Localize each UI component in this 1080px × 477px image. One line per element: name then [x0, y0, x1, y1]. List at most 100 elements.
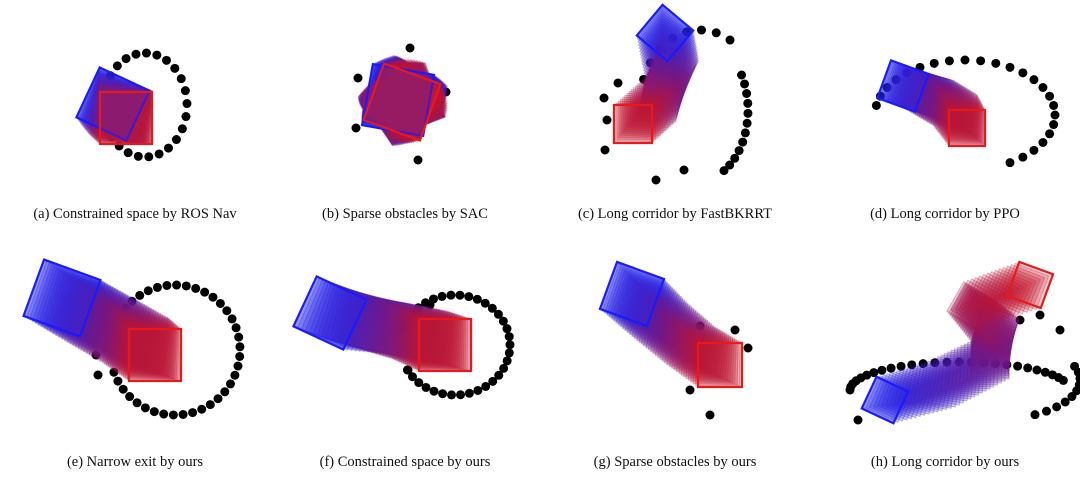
robot-pose: [358, 58, 446, 146]
obstacle: [1030, 410, 1040, 420]
robot-pose: [94, 86, 153, 145]
robot-pose: [666, 320, 718, 373]
obstacle: [685, 385, 695, 395]
robot-pose: [968, 303, 1019, 354]
robot-pose: [936, 354, 980, 398]
goal-pose: [417, 317, 473, 373]
robot-pose: [320, 284, 390, 354]
obstacle: [220, 387, 230, 397]
obstacle: [233, 361, 243, 371]
obstacle: [172, 280, 182, 290]
robot-pose: [360, 61, 444, 145]
robot-pose: [638, 72, 686, 120]
robot-pose: [93, 85, 153, 145]
obstacle: [639, 74, 649, 84]
obstacle: [730, 325, 740, 335]
robot-pose: [400, 310, 457, 367]
robot-pose: [643, 50, 696, 103]
obstacle: [208, 292, 218, 302]
obstacle: [235, 351, 245, 361]
robot-pose: [946, 106, 985, 145]
obstacle: [1002, 360, 1012, 370]
robot-pose: [636, 6, 695, 65]
robot-pose: [932, 356, 977, 400]
robot-pose: [997, 264, 1046, 312]
robot-pose: [46, 273, 122, 348]
robot-pose: [964, 299, 1015, 350]
obstacle: [447, 390, 457, 400]
obstacle: [738, 137, 748, 147]
start-pose: [598, 260, 666, 328]
obstacle: [112, 61, 122, 71]
robot-pose: [958, 276, 1007, 325]
obstacle: [613, 78, 623, 88]
obstacle: [599, 93, 609, 103]
robot-pose: [868, 373, 917, 422]
robot-pose: [93, 302, 162, 370]
obstacle: [1023, 363, 1033, 373]
robot-pose: [683, 332, 732, 381]
robot-pose: [640, 62, 690, 112]
robot-pose: [946, 281, 994, 329]
obstacle: [230, 370, 240, 380]
obstacle: [645, 58, 655, 68]
start-pose: [860, 375, 910, 425]
robot-pose: [969, 312, 1018, 361]
robot-pose: [962, 343, 1003, 384]
robot-pose: [341, 291, 405, 356]
robot-pose: [690, 337, 737, 385]
robot-pose: [408, 314, 464, 369]
obstacle: [118, 384, 128, 394]
robot-pose: [43, 271, 119, 347]
start-pose: [875, 58, 931, 114]
obstacle: [91, 350, 101, 360]
robot-pose: [115, 317, 175, 378]
obstacle: [853, 415, 863, 425]
robot-pose: [88, 298, 157, 368]
obstacle: [891, 75, 901, 85]
robot-pose: [945, 104, 984, 144]
robot-pose: [888, 368, 937, 417]
robot-pose: [635, 295, 693, 352]
robot-pose: [943, 351, 987, 394]
robot-pose: [969, 309, 1019, 359]
obstacle: [438, 389, 448, 399]
obstacle: [979, 358, 989, 368]
robot-pose: [928, 84, 975, 131]
caption: (e) Narrow exit by ours: [67, 454, 203, 470]
robot-pose: [970, 305, 1020, 355]
robot-pose: [300, 278, 374, 352]
obstacle: [446, 290, 456, 300]
start-pose: [635, 3, 695, 63]
obstacle: [162, 55, 172, 65]
caption: (a) Constrained space by ROS Nav: [33, 206, 237, 222]
robot-pose: [37, 267, 114, 344]
robot-pose: [639, 64, 689, 114]
robot-pose: [955, 346, 997, 388]
obstacle: [743, 343, 753, 353]
robot-pose: [625, 90, 668, 134]
robot-pose: [908, 72, 959, 122]
obstacle: [1018, 152, 1028, 162]
robot-pose: [970, 335, 1012, 377]
robot-pose: [355, 295, 417, 357]
robot-pose: [362, 61, 445, 144]
obstacle: [1067, 392, 1077, 402]
robot-pose: [95, 87, 153, 145]
robot-pose: [107, 311, 171, 375]
obstacle: [600, 145, 610, 155]
caption: (d) Long corridor by PPO: [870, 206, 1020, 222]
robot-pose: [970, 340, 1010, 380]
goal-pose: [696, 341, 744, 389]
obstacle: [152, 282, 162, 292]
robot-pose: [970, 330, 1013, 373]
obstacle: [976, 56, 986, 66]
robot-pose: [373, 301, 433, 361]
goal-pose: [362, 62, 442, 142]
obstacle: [499, 363, 509, 373]
robot-pose: [367, 299, 428, 360]
obstacle: [502, 324, 512, 334]
robot-pose: [101, 306, 169, 374]
obstacle: [133, 151, 143, 161]
obstacle: [711, 28, 721, 38]
